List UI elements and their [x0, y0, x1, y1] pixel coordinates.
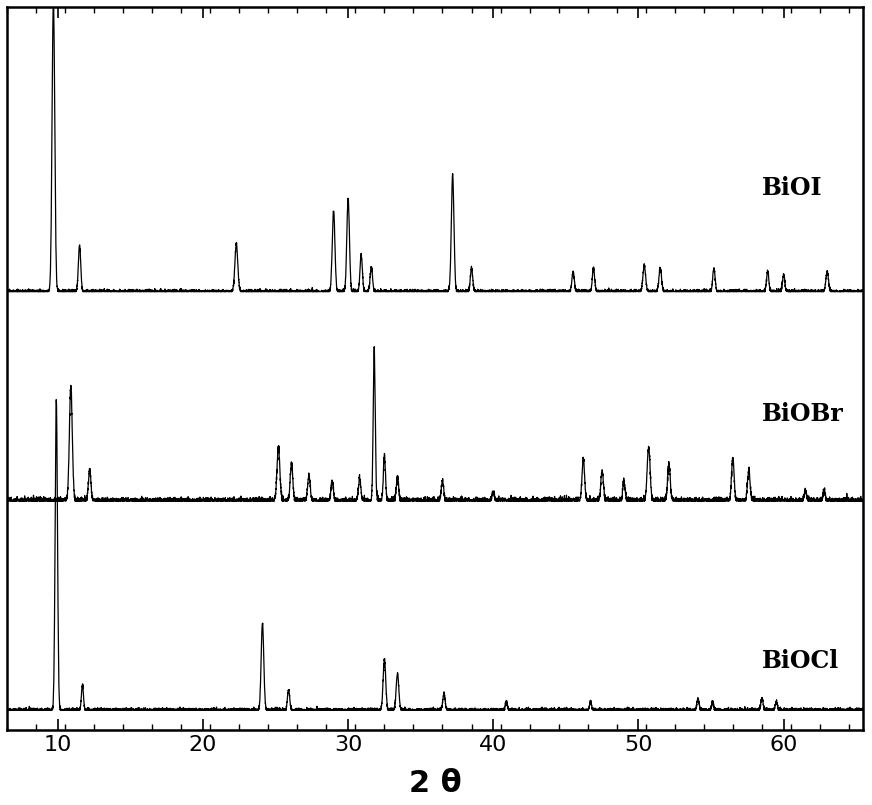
Text: BiOCl: BiOCl — [762, 650, 839, 673]
Text: BiOI: BiOI — [762, 175, 822, 200]
Text: BiOBr: BiOBr — [762, 402, 843, 426]
X-axis label: 2 θ: 2 θ — [409, 769, 461, 798]
